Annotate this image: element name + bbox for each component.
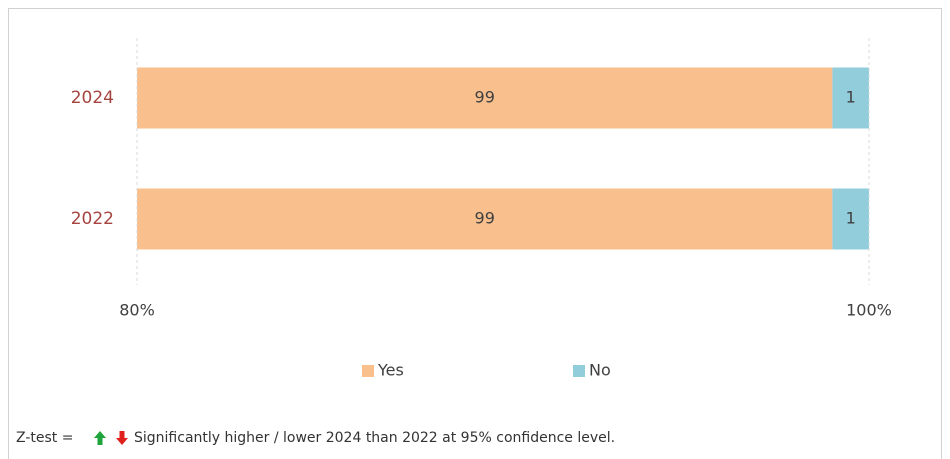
value-label: 1: [846, 209, 856, 228]
x-tick-label: 80%: [119, 301, 155, 320]
legend-label: No: [589, 361, 611, 380]
note: Significantly higher / lower 2024 than 2…: [134, 430, 615, 446]
bar-segment: [137, 67, 833, 129]
category-label: 2022: [71, 209, 114, 229]
legend-swatch: [362, 365, 374, 377]
up-arrow-icon: [94, 431, 106, 445]
bar-segment: [832, 67, 869, 129]
legend-label: Yes: [377, 361, 404, 380]
note-prefix: Z-test =: [16, 430, 73, 446]
bar-segment: [137, 188, 833, 250]
value-label: 1: [846, 88, 856, 107]
value-label: 99: [475, 88, 495, 107]
plot-area: [137, 67, 869, 250]
x-tick-label: 100%: [846, 301, 892, 320]
down-arrow-icon: [116, 431, 128, 445]
category-label: 2024: [71, 88, 114, 108]
legend-swatch: [573, 365, 585, 377]
bar-segment: [832, 188, 869, 250]
value-label: 99: [475, 209, 495, 228]
